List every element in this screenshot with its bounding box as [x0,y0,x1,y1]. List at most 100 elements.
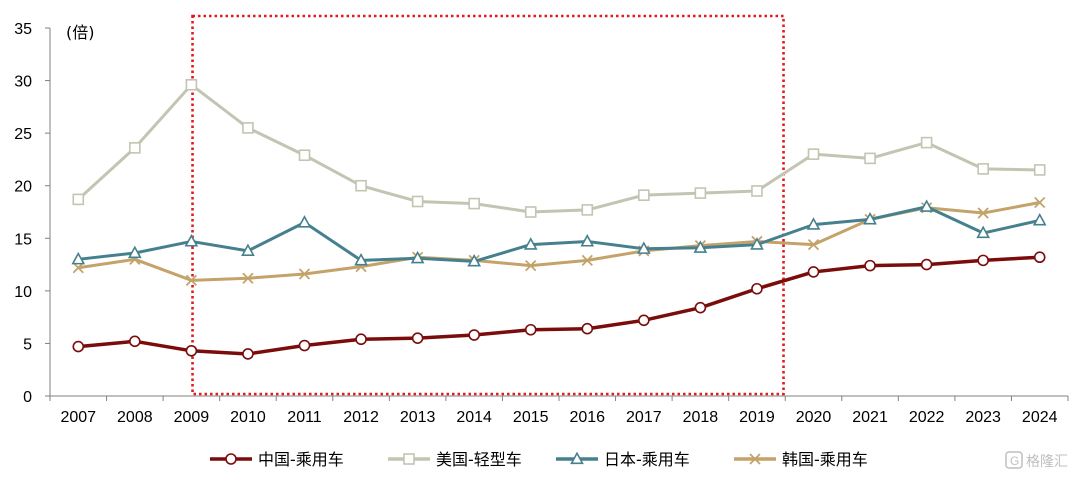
legend-label: 韩国-乘用车 [782,450,868,469]
data-point [807,238,820,251]
data-point [468,197,480,210]
data-point [581,254,593,267]
data-point [411,332,424,344]
data-point [127,245,142,259]
data-point [185,78,198,91]
x-tick-label: 2014 [456,409,492,426]
data-point [580,234,595,247]
series-layer [71,78,1047,360]
x-tick-label: 2011 [287,409,322,426]
data-point [241,243,255,257]
data-point [581,322,594,335]
legend-label: 美国-轻型车 [436,450,522,469]
data-point [185,344,198,357]
data-point [977,207,989,219]
series-line [78,205,1041,263]
y-tick-label: 5 [23,336,32,353]
data-point [185,274,198,286]
data-point [693,240,708,253]
x-tick-label: 2022 [909,409,945,426]
data-point [523,237,538,250]
y-tick-label: 15 [14,231,32,248]
legend-item: 韩国-乘用车 [734,450,868,469]
x-tick-label: 2018 [683,409,719,426]
x-tick-label: 2015 [513,409,549,426]
data-point [638,314,650,327]
data-point [976,225,991,239]
data-point [354,252,368,266]
data-point [242,122,254,134]
x-tick-label: 2012 [343,409,379,426]
watermark-logo-glyph: G [1010,454,1019,468]
data-point [72,193,85,206]
data-point [863,211,877,225]
highlight-box [191,14,785,396]
x-tick-label: 2009 [174,409,210,426]
data-point [355,179,367,192]
watermark: G 格隆汇 [1005,451,1068,470]
series-line [77,83,1040,214]
x-tick-label: 2016 [569,409,605,426]
data-point [355,333,367,346]
series-0 [72,251,1046,360]
data-point [184,234,199,247]
data-point [977,254,989,267]
watermark-text: 格隆汇 [1026,454,1068,470]
data-point [751,282,763,295]
data-point [242,348,254,360]
x-tick-label: 2013 [400,409,436,426]
x-tick-label: 2007 [60,409,96,426]
data-point [694,187,707,199]
y-tick-label: 30 [14,74,32,91]
x-tick-label: 2019 [739,409,775,426]
x-tick-label: 2021 [852,409,888,426]
y-tick-label: 10 [14,284,32,301]
data-point [410,250,425,264]
data-point [298,339,311,352]
data-point [570,451,584,465]
x-tick-label: 2020 [796,409,832,426]
data-point [129,142,141,154]
legend-label: 中国-乘用车 [258,450,344,469]
series-line [78,255,1040,356]
x-tick-label: 2024 [1022,409,1058,426]
data-point [468,329,480,341]
legend-label: 日本-乘用车 [604,450,690,469]
y-tick-label: 25 [14,126,32,143]
axis-layer: 0 5 10 15 20 25 30 35 2007 2008 2009 2010 2011 2012 20… [14,21,1069,426]
data-point [919,199,934,212]
data-point [524,206,537,218]
x-tick-label: 2008 [117,409,153,426]
unit-label: (倍) [66,23,95,42]
y-tick-label: 0 [23,389,32,406]
y-tick-label: 20 [14,179,32,196]
data-point [129,335,141,348]
data-point [411,195,424,208]
data-point [297,215,312,228]
data-point [1033,164,1046,176]
data-point [807,148,820,160]
data-point [242,272,254,284]
x-tick-label: 2017 [626,409,662,426]
x-tick-label: 2023 [965,409,1001,426]
data-point [71,251,86,265]
legend: 中国-乘用车 美国-轻型车 日本-乘用车 韩国-乘用车 [210,450,868,469]
data-point [1032,212,1047,226]
data-point [298,149,311,162]
watermark-logo-icon [1005,451,1023,469]
data-point [581,204,594,216]
data-point [638,189,650,201]
data-point [864,259,876,272]
y-tick-label: 35 [14,21,32,38]
data-point [525,259,537,272]
legend-item: 中国-乘用车 [210,450,344,469]
series-1 [72,78,1046,218]
data-point [1033,251,1046,264]
data-point [72,340,85,353]
series-2 [71,199,1047,267]
data-point [920,136,933,149]
legend-item: 日本-乘用车 [556,450,690,469]
data-point [636,241,651,254]
legend-item: 美国-轻型车 [388,450,522,469]
